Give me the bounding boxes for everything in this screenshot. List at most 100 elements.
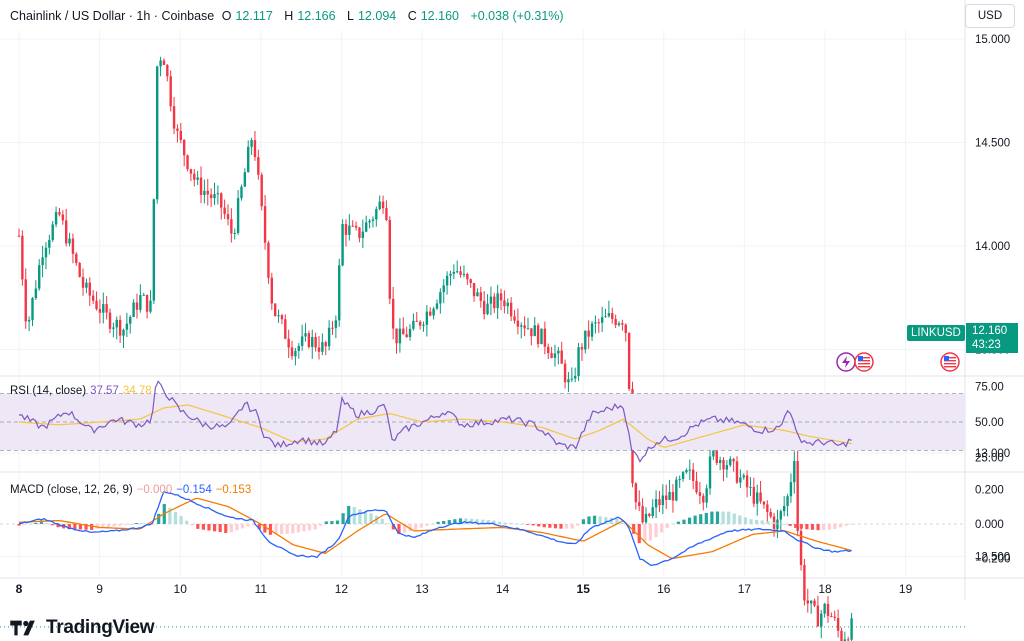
candle xyxy=(678,475,681,488)
candle-body xyxy=(24,279,27,322)
candle xyxy=(226,204,230,226)
candle-body xyxy=(570,378,574,380)
macd-histogram-bar xyxy=(537,524,541,527)
macd-hist-value: −0.000 xyxy=(136,484,173,496)
macd-histogram-bar xyxy=(179,516,183,524)
rsi-legend[interactable]: RSI (14, close) 37.57 34.78 xyxy=(10,385,152,397)
candle-body xyxy=(809,600,813,604)
candle-body xyxy=(695,480,698,493)
candle-body xyxy=(439,292,442,304)
candle xyxy=(162,58,166,66)
candle xyxy=(206,178,209,206)
macd-histogram-bar xyxy=(799,524,803,529)
candle-body xyxy=(803,565,806,601)
candle-body xyxy=(54,212,58,225)
macd-histogram-bar xyxy=(458,518,463,524)
candle xyxy=(772,512,776,537)
candle xyxy=(641,498,644,525)
time-axis-tick: 10 xyxy=(174,582,188,596)
candle-body xyxy=(557,350,560,354)
macd-histogram-bar xyxy=(369,513,373,524)
candle-body xyxy=(156,66,159,200)
candle-body xyxy=(678,479,681,481)
candle xyxy=(17,228,21,238)
candle xyxy=(54,206,58,228)
candle xyxy=(638,490,641,512)
candle-body xyxy=(503,300,506,307)
candle-body xyxy=(418,321,422,326)
candle xyxy=(88,277,91,306)
candle-body xyxy=(830,616,833,618)
candle xyxy=(570,367,574,383)
candle-body xyxy=(432,308,435,316)
candle-body xyxy=(722,460,725,470)
macd-legend[interactable]: MACD (close, 12, 26, 9) −0.000 −0.154 −0.15… xyxy=(10,484,251,496)
candle xyxy=(847,636,850,641)
candle xyxy=(391,286,395,340)
candle xyxy=(823,602,826,618)
candle xyxy=(297,343,300,359)
candle xyxy=(209,188,213,207)
candle xyxy=(560,341,563,364)
macd-histogram-bar xyxy=(307,524,312,531)
candle-body xyxy=(112,327,115,329)
macd-histogram-bar xyxy=(464,518,468,524)
candle-body xyxy=(573,375,577,379)
currency-button[interactable]: USD xyxy=(965,4,1015,28)
candle-body xyxy=(88,282,91,296)
candle-body xyxy=(449,273,452,276)
candle xyxy=(573,367,577,383)
candle-body xyxy=(324,342,327,347)
candle-body xyxy=(553,353,557,358)
candle-body xyxy=(675,479,678,501)
candle xyxy=(68,232,71,247)
candle xyxy=(563,359,567,389)
tradingview-logo-icon xyxy=(10,620,35,636)
macd-histogram-bar xyxy=(224,524,228,533)
candle xyxy=(540,328,543,345)
macd-histogram-bar xyxy=(693,515,697,524)
macd-histogram-bar xyxy=(475,519,479,524)
candle-body xyxy=(550,353,553,358)
macd-histogram-bar xyxy=(632,524,636,534)
macd-histogram-bar xyxy=(90,524,94,530)
candle xyxy=(91,290,95,305)
candle xyxy=(597,318,600,333)
candle xyxy=(756,484,759,516)
time-axis-tick: 12 xyxy=(335,582,349,596)
candle xyxy=(381,195,385,214)
tradingview-brand[interactable]: TradingView xyxy=(10,617,155,639)
candle xyxy=(378,195,381,211)
candle-body xyxy=(462,273,466,275)
open-value: O 12.117 xyxy=(221,9,273,23)
candle xyxy=(105,296,108,320)
macd-histogram-bar xyxy=(196,524,200,529)
macd-histogram-bar xyxy=(117,524,122,526)
candle-body xyxy=(658,499,661,506)
candle xyxy=(698,482,702,505)
macd-histogram-bar xyxy=(419,524,423,528)
candle-body xyxy=(85,282,88,288)
candle xyxy=(806,588,809,613)
candle xyxy=(665,484,668,509)
candle xyxy=(371,216,375,228)
candle-body xyxy=(118,319,122,336)
macd-histogram-bar xyxy=(514,523,518,525)
macd-histogram-bar xyxy=(151,524,155,525)
macd-histogram-bar xyxy=(263,524,267,533)
macd-histogram-bar xyxy=(598,516,602,524)
candle-body xyxy=(654,499,658,508)
candle xyxy=(189,168,193,182)
macd-histogram-bar xyxy=(363,511,368,524)
candle-body xyxy=(634,483,638,503)
candle-body xyxy=(762,501,766,505)
candle-body xyxy=(172,106,176,129)
time-axis-tick: 11 xyxy=(255,582,268,596)
candle xyxy=(358,226,361,243)
macd-histogram-bar xyxy=(481,519,485,524)
candle xyxy=(307,330,311,349)
candle xyxy=(405,326,408,338)
candle-body xyxy=(705,488,708,503)
candle-body xyxy=(98,309,102,313)
